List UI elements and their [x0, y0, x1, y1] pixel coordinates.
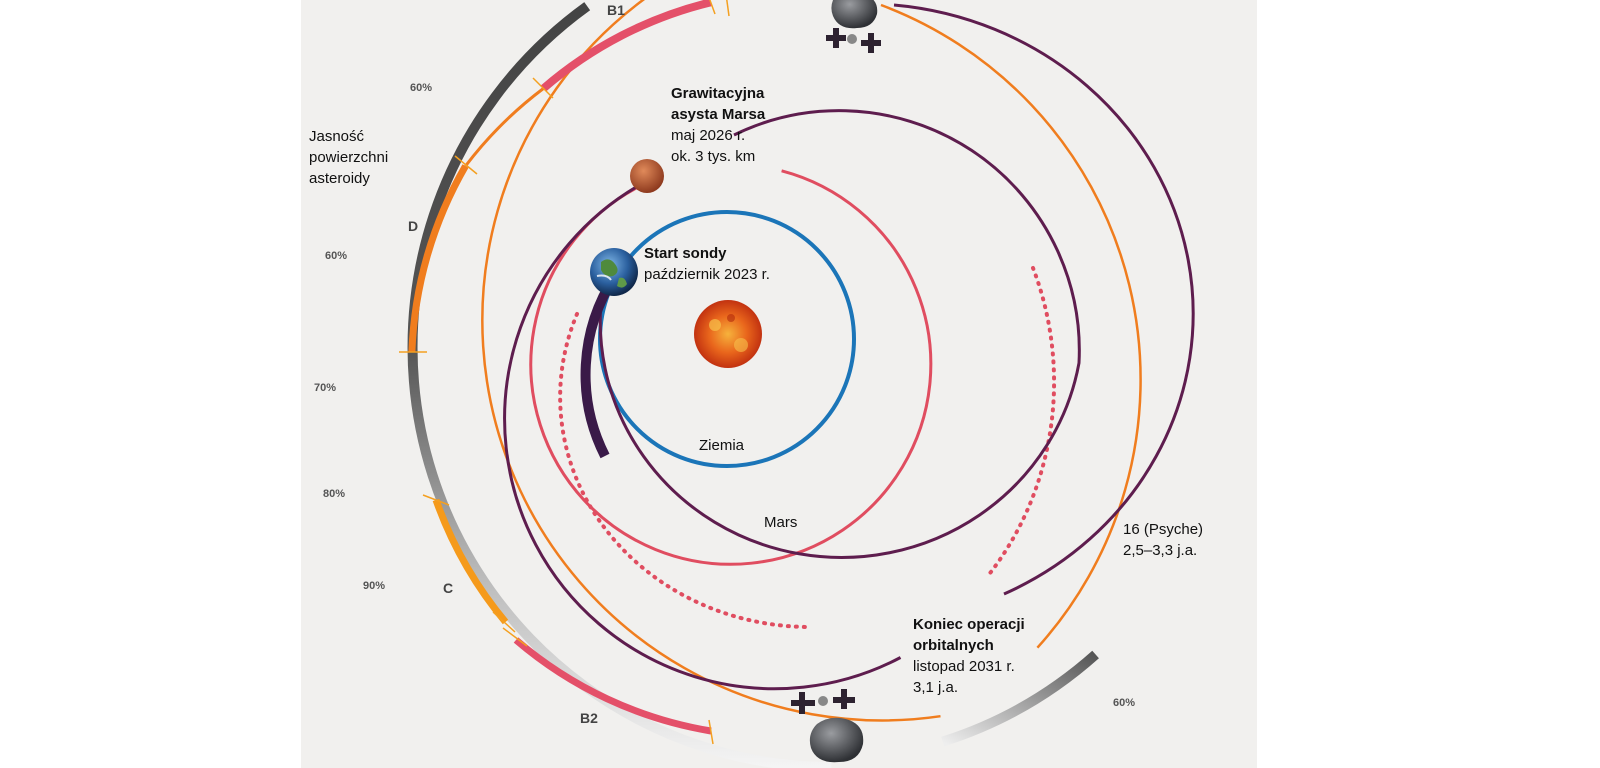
- segment-label-b1: B1: [607, 2, 625, 18]
- pct-label: 70%: [314, 382, 337, 394]
- orbit-ticks: [399, 0, 730, 745]
- pct-label: 60%: [410, 82, 433, 94]
- end-operations-label: Koniec operacji orbitalnych listopad 203…: [913, 616, 1025, 696]
- orbit-diagram: [399, 0, 1195, 768]
- trajectory-launch-arc: [580, 273, 620, 459]
- pct-label: 60%: [325, 250, 348, 262]
- pct-label: 90%: [363, 580, 386, 592]
- pct-label: 80%: [323, 488, 346, 500]
- brightness-label: Jasność powierzchni asteroidy: [309, 128, 389, 187]
- mars-orbit-dotted-right: [985, 266, 1057, 579]
- segment-label-d: D: [408, 218, 419, 234]
- mars-orbit: [529, 169, 933, 566]
- trajectory-path-1: [598, 109, 1081, 560]
- mars-orbit-dotted: [558, 312, 811, 629]
- segment-label-c: C: [443, 580, 454, 596]
- brightness-scale-arc: [407, 2, 832, 768]
- pct-label: 60%: [1113, 697, 1136, 709]
- sun-icon: [694, 300, 762, 368]
- segment-b2-band: [513, 637, 712, 735]
- earth-icon: [590, 248, 638, 296]
- orbit-diagram-panel: Jasność powierzchni asteroidy 60% 60% 70…: [301, 0, 1257, 768]
- segment-b1-band-orange: [464, 87, 545, 167]
- mars-icon: [630, 159, 664, 193]
- mars-assist-label: Grawitacyjna asysta Marsa maj 2026 r. ok…: [671, 85, 766, 165]
- spacecraft-icon: [826, 28, 881, 53]
- earth-label: Ziemia: [699, 437, 745, 454]
- psyche-orbit: [880, 3, 1142, 649]
- segment-b1-band: [540, 0, 712, 92]
- segment-label-b2: B2: [580, 710, 598, 726]
- trajectory-path-3: [893, 3, 1195, 596]
- segment-d-band: [408, 164, 469, 353]
- launch-label: Start sondy październik 2023 r.: [644, 245, 770, 283]
- spacecraft-icon: [791, 689, 855, 714]
- segment-c-band: [432, 498, 509, 625]
- brightness-scale-arc-lower: [941, 650, 1099, 747]
- mars-label: Mars: [764, 514, 798, 531]
- trajectory-path-2: [503, 178, 902, 691]
- psyche-orbit-left: [481, 0, 941, 722]
- psyche-label: 16 (Psyche) 2,5–3,3 j.a.: [1123, 521, 1204, 559]
- asteroid-icon: [831, 0, 878, 29]
- asteroid-icon: [809, 717, 864, 763]
